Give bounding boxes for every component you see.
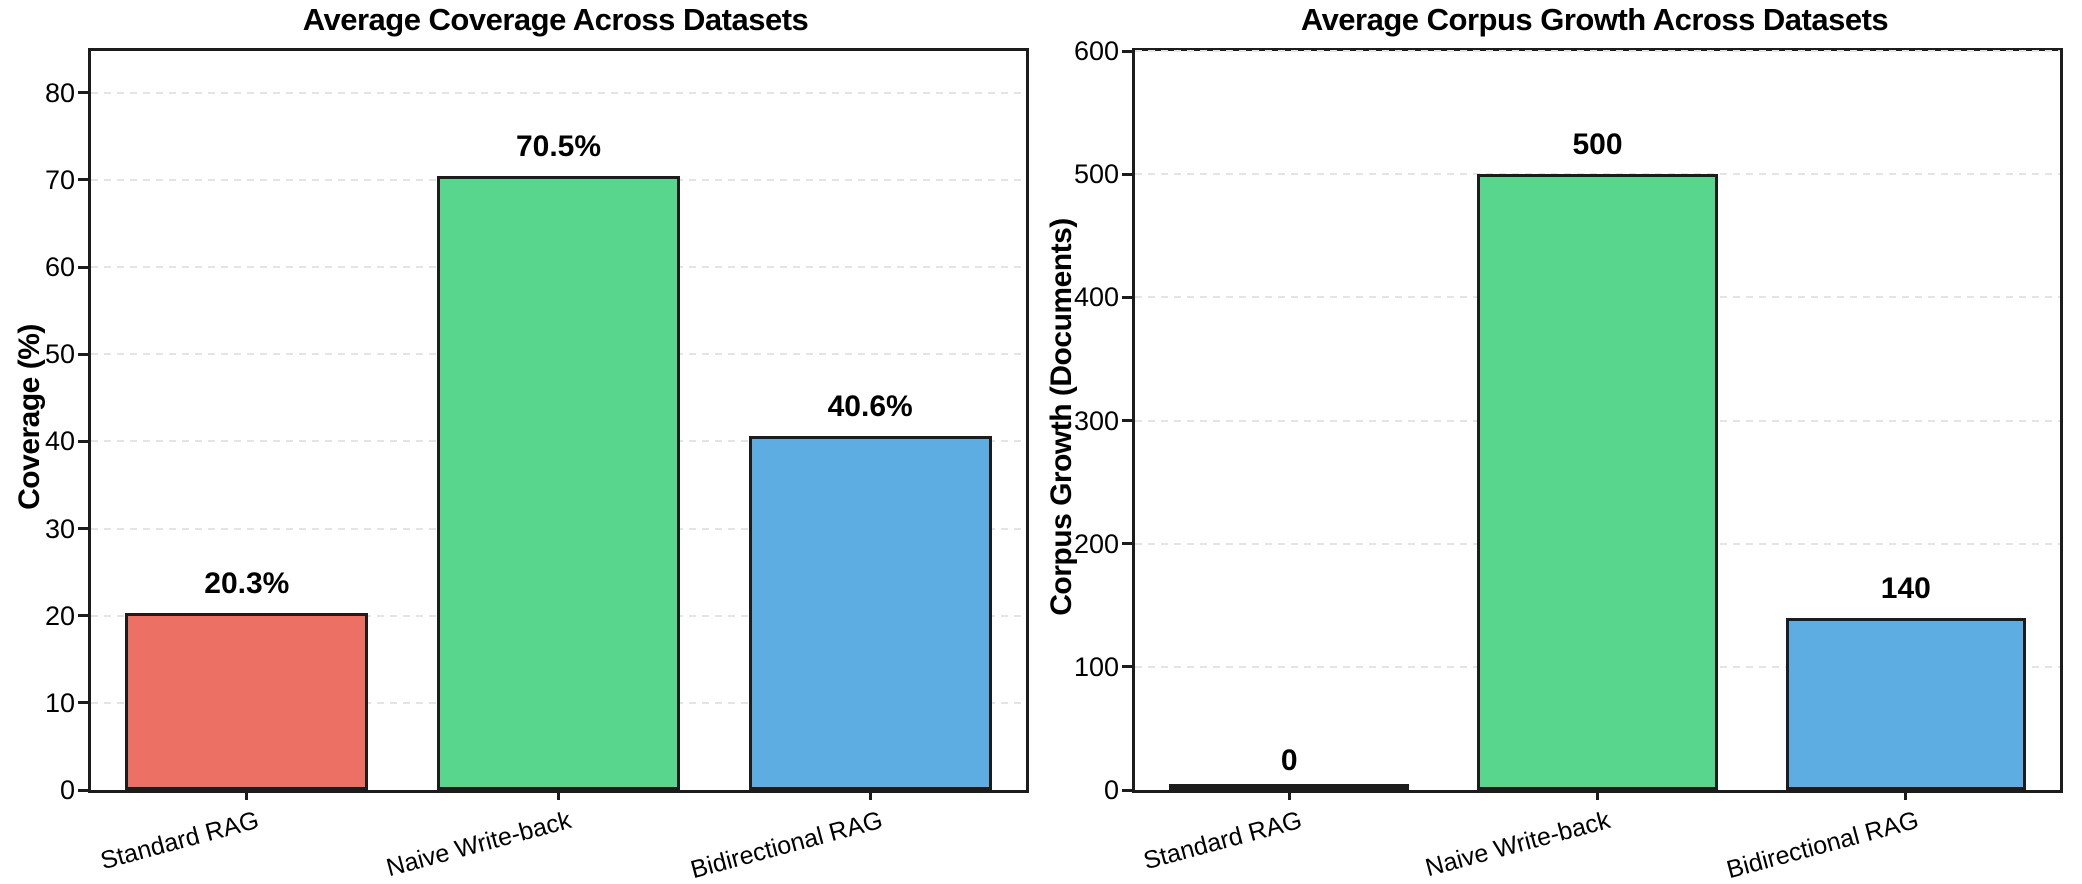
y-tick-mark <box>78 352 88 356</box>
y-tick-mark <box>1122 665 1132 669</box>
y-tick-mark <box>1122 788 1132 792</box>
y-tick-mark <box>78 527 88 531</box>
chart-title: Average Corpus Growth Across Datasets <box>1300 2 1889 37</box>
x-tick-label-standard-rag: Standard RAG <box>97 806 263 876</box>
bar-naive-write-back <box>1477 174 1718 790</box>
y-tick-mark <box>78 439 88 443</box>
y-tick-label: 400 <box>1073 282 1119 313</box>
x-tick-label-bidirectional-rag: Bidirectional RAG <box>687 806 886 884</box>
x-tick-label-naive-write-back: Naive Write-back <box>383 806 574 883</box>
bar-value-label: 20.3% <box>204 567 290 601</box>
y-tick-mark <box>1122 419 1132 422</box>
plot-area: 0 10 20 30 40 50 60 70 80 20.3% Standard RAG 70.5% N… <box>45 48 1029 884</box>
y-tick-label: 0 <box>1103 775 1119 805</box>
y-tick-label: 30 <box>44 513 75 544</box>
x-tick-label-naive-write-back: Naive Write-back <box>1422 806 1613 883</box>
x-tick-label-bidirectional-rag: Bidirectional RAG <box>1723 806 1922 884</box>
y-tick-label: 300 <box>1073 405 1119 436</box>
y-tick-label: 0 <box>59 775 75 805</box>
bar-standard-rag <box>1168 784 1410 790</box>
y-tick-label: 100 <box>1073 651 1119 682</box>
bar-value-label: 0 <box>1280 744 1298 777</box>
y-tick-mark <box>1122 295 1132 299</box>
bar-bidirectional-rag <box>1785 617 2027 790</box>
bar-bidirectional-rag <box>748 436 992 790</box>
y-tick-label: 200 <box>1073 528 1119 559</box>
chart-title: Average Coverage Across Datasets <box>302 2 809 37</box>
y-tick-mark <box>78 614 88 618</box>
bar-value-label: 500 <box>1572 128 1623 162</box>
y-tick-label: 20 <box>44 600 75 631</box>
y-tick-mark <box>1122 172 1132 176</box>
x-tick-mark <box>1596 790 1599 800</box>
x-tick-mark <box>1287 790 1291 800</box>
y-tick-mark <box>1122 542 1132 546</box>
y-tick-mark <box>1122 49 1132 53</box>
y-tick-label: 40 <box>44 426 75 457</box>
y-tick-label: 50 <box>44 339 75 370</box>
x-tick-mark <box>1904 790 1908 800</box>
gridline-y-600 <box>1135 50 2060 52</box>
y-tick-mark <box>78 178 88 182</box>
y-tick-label: 60 <box>44 252 75 283</box>
y-tick-label: 70 <box>44 164 75 195</box>
gridline-y-80 <box>91 91 1026 94</box>
plot-area: 0 100 200 300 400 500 600 0 Standard RAG 500 Naive… <box>1074 36 2063 884</box>
y-tick-label: 10 <box>44 687 75 718</box>
x-tick-mark <box>868 790 872 800</box>
y-tick-label: 500 <box>1073 159 1119 190</box>
x-tick-mark <box>557 790 560 800</box>
bar-value-label: 40.6% <box>827 390 913 424</box>
bar-naive-write-back <box>436 175 681 790</box>
y-tick-mark <box>78 91 88 95</box>
bar-value-label: 70.5% <box>515 129 602 163</box>
y-tick-label: 600 <box>1073 36 1119 66</box>
y-tick-mark <box>78 788 88 792</box>
bar-standard-rag <box>125 613 369 790</box>
y-tick-mark <box>78 265 88 269</box>
x-tick-mark <box>245 790 249 800</box>
x-tick-label-standard-rag: Standard RAG <box>1140 806 1305 876</box>
y-tick-mark <box>78 701 88 705</box>
bar-value-label: 140 <box>1880 571 1931 605</box>
y-tick-label: 80 <box>44 77 75 108</box>
